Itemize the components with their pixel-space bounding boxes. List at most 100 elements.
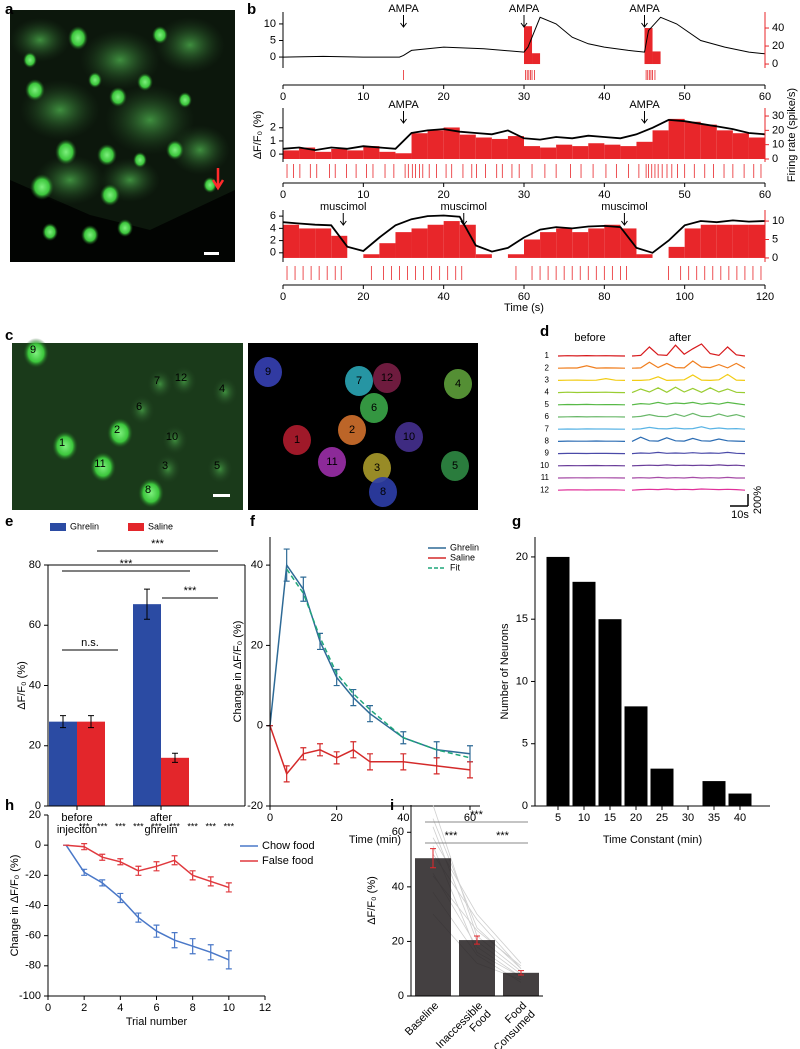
rate-bar xyxy=(459,224,476,258)
x-tick-label: 60 xyxy=(464,812,476,824)
x-axis-label: Time (s) xyxy=(504,302,544,314)
trace xyxy=(631,476,745,479)
x-tick-label: 25 xyxy=(656,812,668,824)
y-tick-label: -60 xyxy=(25,930,41,942)
rate-bar xyxy=(507,136,524,159)
significance-label: *** xyxy=(445,830,459,842)
bar xyxy=(598,619,622,806)
row-label: 12 xyxy=(540,485,549,494)
error-bar xyxy=(153,924,160,938)
x-tick-label: 40 xyxy=(438,291,450,303)
y-tick-label: 0 xyxy=(522,800,528,812)
y-tick-label: 0 xyxy=(270,148,276,160)
significance-label: *** xyxy=(151,538,165,550)
condition-label: before xyxy=(574,332,605,344)
x-tick-label: 0 xyxy=(267,812,273,824)
rate-bar xyxy=(604,144,621,159)
significance-label: *** xyxy=(169,821,180,831)
y-tick-label: -80 xyxy=(25,960,41,972)
trace xyxy=(557,365,626,369)
rate-bar xyxy=(347,150,364,159)
cell-roi xyxy=(444,369,472,399)
rate-bar xyxy=(644,28,653,65)
x-tick-label: 2 xyxy=(81,1002,87,1014)
cell-label: 11 xyxy=(326,456,337,468)
y-tick-label: 0 xyxy=(398,990,404,1002)
cell-label: 8 xyxy=(145,484,151,496)
rate-bar xyxy=(411,228,428,258)
y-tick-label: -40 xyxy=(25,899,41,911)
error-bar xyxy=(99,879,106,887)
rate-bar xyxy=(604,224,621,258)
y-tick-label: 5 xyxy=(270,34,276,46)
cell-roi xyxy=(338,415,366,445)
error-bar xyxy=(518,970,524,976)
rate-bar xyxy=(395,153,412,159)
error-bar xyxy=(300,747,307,761)
y-tick-label: 20 xyxy=(251,639,263,651)
cell-label: 3 xyxy=(374,462,380,474)
rate-bar xyxy=(684,228,701,258)
condition-label: after xyxy=(669,332,691,344)
y-tick-label: 20 xyxy=(516,551,528,563)
legend-swatch xyxy=(128,523,144,531)
line xyxy=(269,563,471,755)
row-label: 1 xyxy=(545,351,550,360)
panel-label: i xyxy=(390,797,394,814)
micrograph-a xyxy=(10,10,235,262)
cell-label: 7 xyxy=(154,375,160,387)
x-tick-label: 6 xyxy=(153,1002,159,1014)
rate-bar xyxy=(283,224,300,258)
bar xyxy=(702,781,726,806)
y-axis-label: ΔF/F₀ (%) xyxy=(16,661,28,710)
x-axis-label: Time (min) xyxy=(349,834,401,846)
x-tick-label: 60 xyxy=(518,291,530,303)
cell-blob xyxy=(138,478,164,508)
cell-roi xyxy=(395,422,423,452)
cell-label: 10 xyxy=(166,431,178,443)
y-tick-label: 60 xyxy=(29,619,41,631)
y-tick-label: 20 xyxy=(29,809,41,821)
error-bar xyxy=(88,715,94,729)
cell-label: 6 xyxy=(136,401,142,413)
cell-label: 5 xyxy=(452,460,458,472)
trace xyxy=(282,16,766,58)
significance-label: *** xyxy=(79,821,90,831)
cell-label: 6 xyxy=(371,402,377,414)
rate-bar xyxy=(363,254,380,258)
x-tick-label: 120 xyxy=(756,291,774,303)
y-axis-label: ΔF/F₀ (%) xyxy=(366,876,378,925)
bar xyxy=(459,940,495,996)
rate-bar xyxy=(684,121,701,159)
x-tick-label: after ghrelin xyxy=(144,812,177,836)
line xyxy=(66,844,230,889)
significance-label: n.s. xyxy=(81,637,99,649)
row-label: 9 xyxy=(545,449,550,458)
annotation-arrow xyxy=(520,15,528,28)
rate-bar xyxy=(636,141,653,159)
panel-label: c xyxy=(5,327,13,344)
x-tick-label: 20 xyxy=(438,189,450,201)
rate-bar xyxy=(668,246,685,258)
error-bar xyxy=(225,882,232,893)
legend-label: Ghrelin xyxy=(70,521,99,531)
annotation: AMPA xyxy=(388,99,419,111)
trace xyxy=(631,451,746,455)
y2-tick-label: 30 xyxy=(772,110,784,122)
cell-roi xyxy=(318,447,346,477)
rate-bar xyxy=(636,254,653,258)
x-tick-label: 10 xyxy=(223,1002,235,1014)
cell-blob xyxy=(147,369,173,399)
cell-label: 8 xyxy=(380,486,386,498)
cell-label: 10 xyxy=(403,431,415,443)
x-tick-label: 30 xyxy=(682,812,694,824)
cell-blob xyxy=(155,454,181,484)
error-bar xyxy=(400,753,407,771)
cell-blob xyxy=(107,418,133,448)
rate-bar xyxy=(572,232,589,258)
cell-roi xyxy=(441,451,469,481)
annotation: AMPA xyxy=(388,3,419,15)
y-tick-label: 0 xyxy=(257,720,263,732)
significance-label: *** xyxy=(187,821,198,831)
